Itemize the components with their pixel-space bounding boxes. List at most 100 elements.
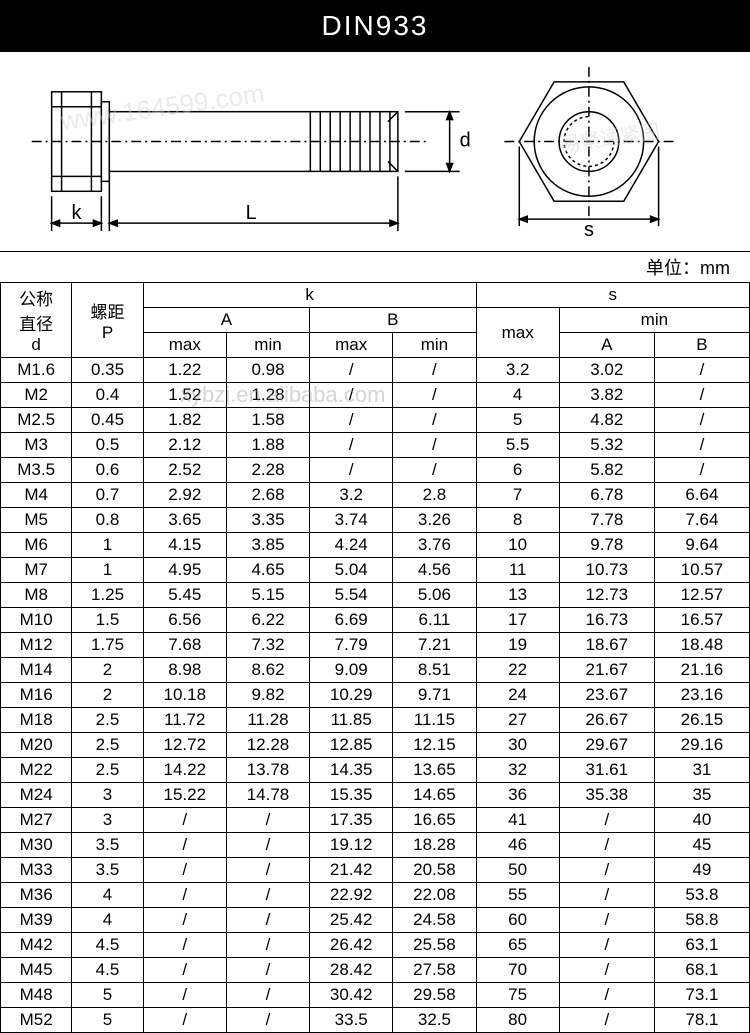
table-cell: 4.65 bbox=[226, 558, 309, 583]
table-cell: / bbox=[559, 933, 654, 958]
table-row: M30.52.121.88//5.55.32/ bbox=[1, 433, 750, 458]
table-cell: 9.64 bbox=[654, 533, 749, 558]
table-cell: 26.42 bbox=[310, 933, 393, 958]
table-cell: 0.6 bbox=[72, 458, 143, 483]
table-cell: 5.32 bbox=[559, 433, 654, 458]
table-cell: M33 bbox=[1, 858, 72, 883]
table-cell: M22 bbox=[1, 758, 72, 783]
table-cell: 31 bbox=[654, 758, 749, 783]
table-cell: 60 bbox=[476, 908, 559, 933]
table-cell: 8 bbox=[476, 508, 559, 533]
table-cell: 5 bbox=[72, 1008, 143, 1033]
table-cell: 16.57 bbox=[654, 608, 749, 633]
table-cell: 6.22 bbox=[226, 608, 309, 633]
table-cell: 2 bbox=[72, 683, 143, 708]
table-cell: 1 bbox=[72, 558, 143, 583]
table-cell: 2.68 bbox=[226, 483, 309, 508]
spec-table: 公称直径d 螺距P k s A B max min max min max mi… bbox=[0, 282, 750, 1033]
dim-s-label: s bbox=[584, 219, 594, 241]
table-cell: M8 bbox=[1, 583, 72, 608]
table-cell: 7.21 bbox=[393, 633, 476, 658]
table-cell: 5 bbox=[72, 983, 143, 1008]
table-cell: 6.64 bbox=[654, 483, 749, 508]
table-row: M101.56.566.226.696.111716.7316.57 bbox=[1, 608, 750, 633]
table-cell: M3.5 bbox=[1, 458, 72, 483]
table-cell: / bbox=[226, 833, 309, 858]
table-cell: 30.42 bbox=[310, 983, 393, 1008]
table-cell: 4.56 bbox=[393, 558, 476, 583]
table-cell: 30 bbox=[476, 733, 559, 758]
table-cell: 10 bbox=[476, 533, 559, 558]
table-cell: M39 bbox=[1, 908, 72, 933]
table-cell: 1.88 bbox=[226, 433, 309, 458]
th-smin-B: B bbox=[654, 333, 749, 358]
table-cell: M16 bbox=[1, 683, 72, 708]
table-cell: 32 bbox=[476, 758, 559, 783]
table-cell: 70 bbox=[476, 958, 559, 983]
table-cell: 17.35 bbox=[310, 808, 393, 833]
table-cell: 1.25 bbox=[72, 583, 143, 608]
table-cell: 12.73 bbox=[559, 583, 654, 608]
table-cell: 63.1 bbox=[654, 933, 749, 958]
table-cell: 2.52 bbox=[143, 458, 226, 483]
table-cell: M2.5 bbox=[1, 408, 72, 433]
table-cell: 15.35 bbox=[310, 783, 393, 808]
table-cell: 14.35 bbox=[310, 758, 393, 783]
table-cell: 8.51 bbox=[393, 658, 476, 683]
table-cell: 23.16 bbox=[654, 683, 749, 708]
table-cell: / bbox=[654, 358, 749, 383]
table-cell: 19 bbox=[476, 633, 559, 658]
table-cell: 24.58 bbox=[393, 908, 476, 933]
table-row: M16210.189.8210.299.712423.6723.16 bbox=[1, 683, 750, 708]
table-cell: / bbox=[143, 958, 226, 983]
table-cell: M30 bbox=[1, 833, 72, 858]
table-cell: 28.42 bbox=[310, 958, 393, 983]
table-cell: 53.8 bbox=[654, 883, 749, 908]
table-cell: 16.73 bbox=[559, 608, 654, 633]
table-cell: / bbox=[559, 833, 654, 858]
bolt-diagram: www.164599.com 易紧通紧固 bbox=[0, 52, 750, 252]
table-cell: 7.78 bbox=[559, 508, 654, 533]
table-cell: 12.72 bbox=[143, 733, 226, 758]
table-cell: M52 bbox=[1, 1008, 72, 1033]
table-cell: 3.82 bbox=[559, 383, 654, 408]
table-cell: 7 bbox=[476, 483, 559, 508]
table-cell: M10 bbox=[1, 608, 72, 633]
table-cell: 0.5 bbox=[72, 433, 143, 458]
th-d: 公称直径d bbox=[1, 283, 72, 358]
table-cell: 27.58 bbox=[393, 958, 476, 983]
table-cell: 1.75 bbox=[72, 633, 143, 658]
table-cell: 1 bbox=[72, 533, 143, 558]
table-cell: 3.35 bbox=[226, 508, 309, 533]
table-cell: 20.58 bbox=[393, 858, 476, 883]
table-cell: 0.45 bbox=[72, 408, 143, 433]
table-cell: 5.82 bbox=[559, 458, 654, 483]
table-cell: / bbox=[143, 858, 226, 883]
table-cell: 3.85 bbox=[226, 533, 309, 558]
table-cell: 3.65 bbox=[143, 508, 226, 533]
table-cell: / bbox=[226, 883, 309, 908]
table-cell: M45 bbox=[1, 958, 72, 983]
table-cell: / bbox=[310, 433, 393, 458]
th-s-min: min bbox=[559, 308, 749, 333]
table-cell: 78.1 bbox=[654, 1008, 749, 1033]
table-cell: 49 bbox=[654, 858, 749, 883]
table-cell: M7 bbox=[1, 558, 72, 583]
table-cell: 32.5 bbox=[393, 1008, 476, 1033]
table-cell: M27 bbox=[1, 808, 72, 833]
dim-L-label: L bbox=[246, 202, 257, 224]
table-cell: / bbox=[559, 983, 654, 1008]
table-cell: 6.78 bbox=[559, 483, 654, 508]
table-cell: 68.1 bbox=[654, 958, 749, 983]
table-cell: 9.82 bbox=[226, 683, 309, 708]
table-cell: / bbox=[654, 408, 749, 433]
table-cell: 65 bbox=[476, 933, 559, 958]
table-cell: 7.68 bbox=[143, 633, 226, 658]
table-cell: 12.57 bbox=[654, 583, 749, 608]
table-cell: / bbox=[143, 983, 226, 1008]
table-cell: 2 bbox=[72, 658, 143, 683]
table-cell: 4.95 bbox=[143, 558, 226, 583]
table-cell: / bbox=[654, 383, 749, 408]
table-cell: 3.5 bbox=[72, 858, 143, 883]
table-cell: / bbox=[559, 958, 654, 983]
